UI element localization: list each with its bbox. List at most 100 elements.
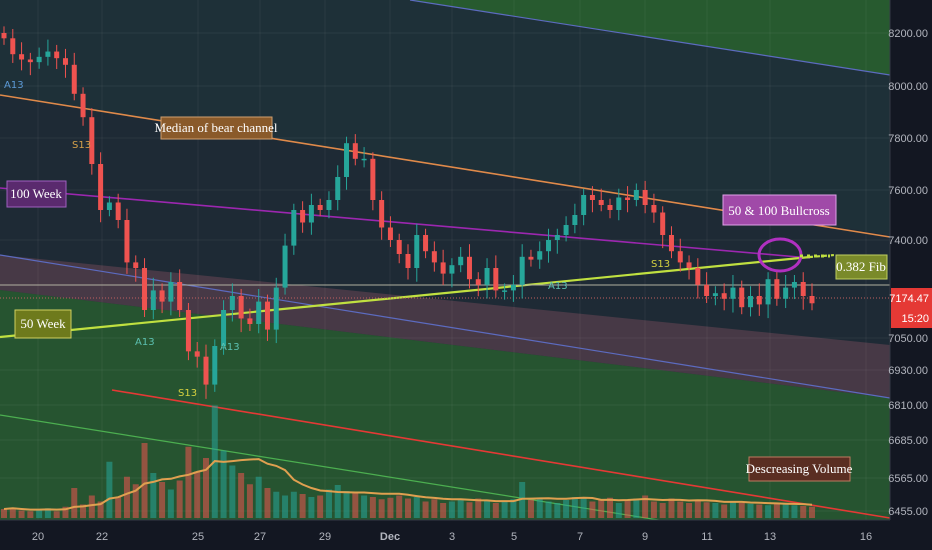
volume-bar	[729, 501, 736, 518]
signal-label: A13	[548, 281, 568, 292]
candle-body	[475, 279, 481, 285]
candle-body	[695, 268, 701, 285]
x-tick-label: 7	[577, 531, 583, 543]
label-50-week[interactable]: 50 Week	[14, 309, 72, 339]
volume-bar	[624, 500, 631, 518]
candle-body	[625, 197, 631, 200]
candle-body	[177, 282, 183, 310]
candle-body	[273, 287, 279, 330]
candle-body	[300, 210, 306, 223]
candle-body	[115, 202, 121, 220]
candle-body	[317, 205, 323, 210]
candle-body	[748, 296, 754, 308]
candle-body	[291, 210, 297, 246]
volume-bar	[229, 465, 236, 518]
last-price-tag-box	[891, 288, 932, 328]
candle-body	[264, 301, 270, 330]
volume-bar	[246, 484, 253, 518]
y-tick-label: 7400.00	[888, 235, 928, 247]
candle-body	[607, 205, 613, 210]
volume-bar	[194, 471, 201, 518]
volume-bar	[176, 480, 183, 518]
volume-bar	[466, 502, 473, 518]
x-tick-label: 20	[32, 531, 44, 543]
candle-body	[677, 251, 683, 263]
volume-bar	[484, 500, 491, 518]
candle-body	[502, 290, 508, 292]
date-axis[interactable]	[0, 520, 890, 550]
label-volume-box	[748, 456, 851, 482]
volume-bar	[203, 458, 209, 518]
volume-bar	[132, 484, 139, 518]
label-median-text: Median of bear channel	[154, 120, 277, 135]
x-tick-label: 3	[449, 531, 455, 543]
volume-bar	[106, 461, 113, 518]
volume-bar	[413, 497, 420, 518]
candle-body	[89, 117, 95, 164]
y-tick-label: 7600.00	[888, 185, 928, 197]
label-volume[interactable]: Descreasing Volume	[746, 456, 853, 482]
volume-bar	[115, 497, 122, 518]
volume-bar	[405, 498, 411, 518]
label-100-week[interactable]: 100 Week	[6, 180, 67, 208]
y-tick-label: 6565.00	[888, 473, 928, 485]
candle-body	[774, 279, 780, 299]
label-fib-text: 0.382 Fib	[836, 259, 886, 274]
volume-bar	[668, 498, 675, 518]
candle-body	[554, 235, 560, 240]
candle-body	[124, 220, 130, 263]
volume-bar	[554, 503, 561, 518]
candle-body	[203, 356, 209, 385]
volume-bar	[299, 494, 306, 518]
last-price-value: 7174.47	[889, 293, 929, 305]
candle-body	[19, 54, 25, 60]
candle-body	[98, 164, 104, 210]
candle-body	[36, 56, 42, 63]
candle-body	[572, 215, 578, 225]
price-axis[interactable]	[890, 0, 932, 550]
signal-label: A13	[4, 80, 24, 91]
candle-body	[712, 293, 718, 296]
x-tick-label: 25	[192, 531, 204, 543]
volume-bar	[123, 476, 130, 518]
label-100-week-text: 100 Week	[10, 186, 62, 201]
week100-line	[0, 187, 811, 259]
y-tick-label: 8200.00	[888, 28, 928, 40]
volume-bar	[747, 503, 754, 518]
volume-bar	[615, 503, 622, 518]
candle-body	[484, 268, 490, 285]
last-price-countdown: 15:20	[901, 313, 929, 325]
candle-body	[150, 290, 156, 310]
candle-body	[791, 282, 797, 288]
label-fib[interactable]: 0.382 Fib	[835, 254, 888, 280]
volume-bar	[440, 503, 447, 518]
volume-bar	[721, 504, 728, 518]
y-tick-label: 6455.00	[888, 506, 928, 518]
label-bullcross[interactable]: 50 & 100 Bullcross	[722, 194, 837, 226]
x-tick-label: 9	[642, 531, 648, 543]
volume-bar	[396, 495, 403, 518]
volume-bar	[1, 509, 7, 518]
candle-body	[414, 235, 420, 268]
candle-body	[449, 265, 455, 274]
teal-zone	[0, 0, 890, 235]
x-tick-label: 11	[701, 531, 712, 543]
volume-bar	[448, 501, 455, 518]
volume-bar	[607, 497, 613, 518]
volume-bar	[36, 509, 43, 518]
y-tick-label: 6810.00	[888, 400, 928, 412]
label-bullcross-text: 50 & 100 Bullcross	[728, 203, 829, 218]
volume-bar	[598, 499, 605, 518]
volume-bar	[501, 501, 508, 518]
candle-body	[133, 262, 139, 268]
volume-bar	[255, 476, 262, 518]
volume-bar	[527, 500, 534, 518]
candle-body	[686, 262, 692, 268]
volume-bar	[457, 500, 464, 518]
candle-body	[739, 287, 745, 308]
candle-body	[27, 59, 33, 63]
label-median[interactable]: Median of bear channel	[154, 116, 278, 140]
volume-bar	[492, 503, 499, 518]
label-50-week-box	[14, 309, 72, 339]
